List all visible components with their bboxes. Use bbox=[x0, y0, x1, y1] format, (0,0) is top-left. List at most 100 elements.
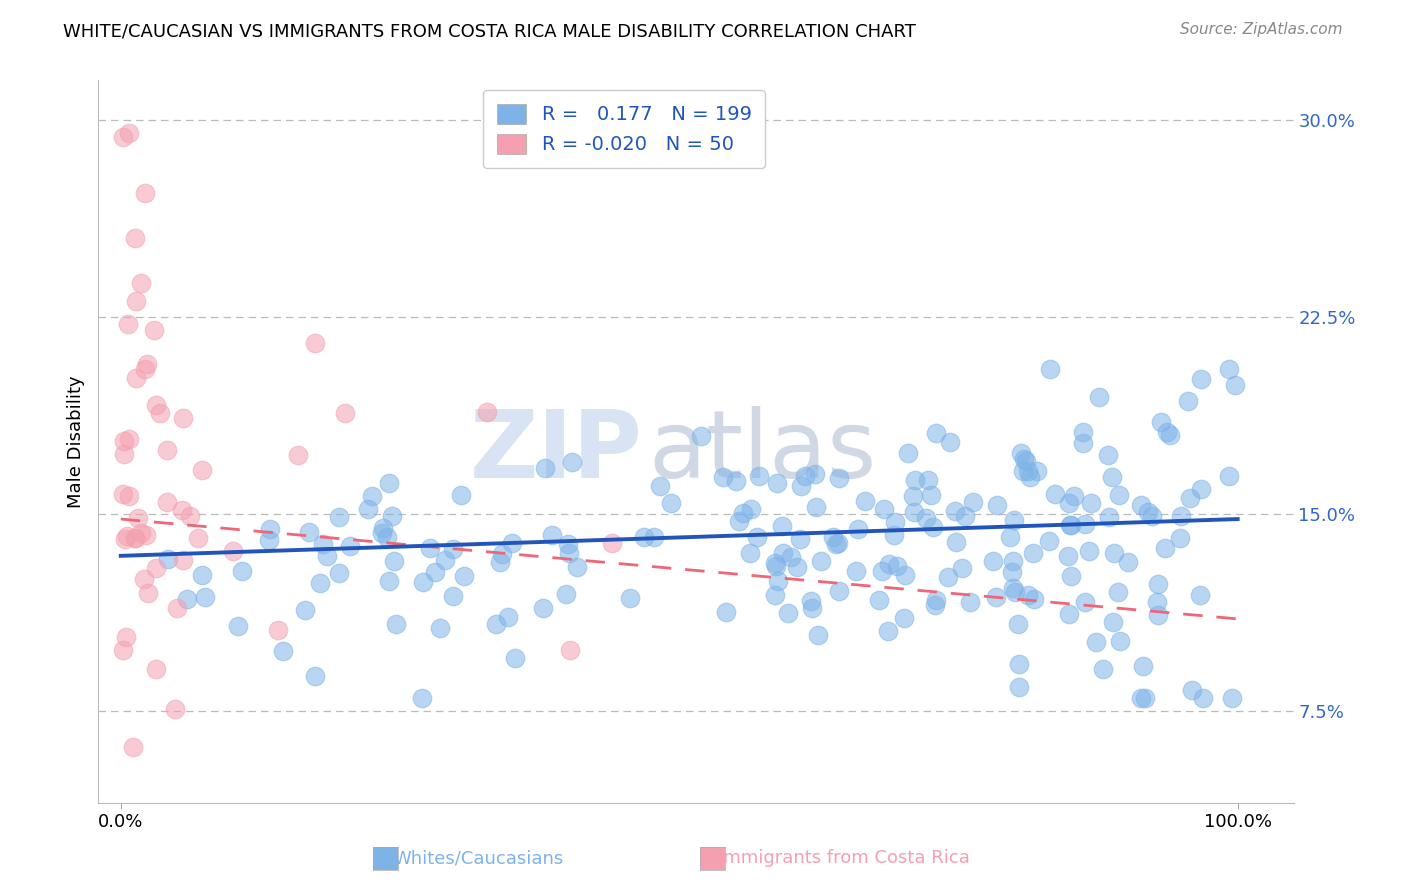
Point bbox=[986, 590, 1008, 604]
Point bbox=[361, 489, 384, 503]
Point bbox=[339, 540, 361, 554]
Point bbox=[294, 603, 316, 617]
Point bbox=[122, 739, 145, 754]
Point bbox=[118, 432, 141, 446]
Point bbox=[1108, 488, 1130, 502]
Point bbox=[846, 522, 869, 536]
Point bbox=[845, 564, 868, 578]
Point bbox=[904, 473, 927, 487]
Point bbox=[132, 572, 155, 586]
Point bbox=[419, 541, 441, 556]
Point bbox=[828, 583, 851, 598]
Point bbox=[877, 624, 900, 638]
Point bbox=[1011, 464, 1033, 478]
Point bbox=[172, 553, 194, 567]
Point bbox=[315, 549, 337, 563]
Point bbox=[953, 509, 976, 524]
Point bbox=[1146, 595, 1168, 609]
Point bbox=[1017, 464, 1039, 478]
Point bbox=[111, 487, 134, 501]
Point bbox=[287, 449, 309, 463]
Point bbox=[1001, 566, 1024, 580]
Point bbox=[1080, 496, 1102, 510]
Point bbox=[176, 592, 198, 607]
Point bbox=[1039, 362, 1062, 376]
Point bbox=[156, 442, 179, 457]
Point bbox=[903, 505, 925, 519]
Point bbox=[429, 621, 451, 635]
Point bbox=[786, 560, 808, 574]
Point bbox=[1038, 534, 1060, 549]
Point bbox=[924, 593, 946, 607]
Point bbox=[328, 566, 350, 580]
Point bbox=[124, 532, 146, 546]
Point bbox=[1001, 581, 1024, 595]
Point bbox=[496, 609, 519, 624]
Point bbox=[156, 552, 179, 566]
Point bbox=[434, 553, 457, 567]
Point bbox=[877, 557, 900, 571]
Point bbox=[1060, 568, 1083, 582]
Point bbox=[853, 494, 876, 508]
Point bbox=[1010, 446, 1032, 460]
Point bbox=[924, 598, 946, 612]
Point bbox=[804, 467, 827, 482]
Point bbox=[1043, 487, 1066, 501]
Point bbox=[738, 546, 761, 560]
Point bbox=[378, 476, 401, 491]
Point bbox=[304, 669, 326, 683]
Point bbox=[560, 643, 582, 657]
Point bbox=[659, 495, 682, 509]
Point bbox=[441, 542, 464, 557]
Point bbox=[115, 630, 138, 644]
Point bbox=[1101, 615, 1123, 630]
Point bbox=[1008, 680, 1031, 694]
Point bbox=[1056, 549, 1078, 563]
Point bbox=[1177, 394, 1199, 409]
Point bbox=[986, 498, 1008, 512]
Point bbox=[450, 488, 472, 502]
Point bbox=[1007, 616, 1029, 631]
Point bbox=[298, 524, 321, 539]
Y-axis label: Male Disability: Male Disability bbox=[66, 376, 84, 508]
Point bbox=[870, 565, 893, 579]
Point bbox=[333, 407, 356, 421]
Point bbox=[922, 520, 945, 534]
Point bbox=[135, 358, 157, 372]
Point bbox=[271, 644, 294, 658]
Point bbox=[304, 335, 326, 350]
Text: ZIP: ZIP bbox=[470, 407, 643, 499]
Point bbox=[600, 536, 623, 550]
Point bbox=[917, 473, 939, 487]
Point bbox=[382, 554, 405, 568]
Point bbox=[1060, 518, 1083, 533]
Point bbox=[118, 489, 141, 503]
Point bbox=[453, 569, 475, 583]
Point bbox=[371, 525, 394, 540]
Point bbox=[1012, 452, 1035, 467]
Point bbox=[827, 471, 849, 485]
Point bbox=[166, 601, 188, 615]
Point bbox=[328, 509, 350, 524]
Point bbox=[1022, 592, 1045, 607]
Point bbox=[145, 561, 167, 575]
Point bbox=[165, 702, 187, 716]
Point bbox=[373, 521, 395, 535]
Point bbox=[1108, 634, 1130, 648]
Point bbox=[950, 561, 973, 575]
Point bbox=[1071, 436, 1094, 450]
Point bbox=[145, 662, 167, 676]
Point bbox=[375, 530, 398, 544]
Point bbox=[257, 533, 280, 547]
Point bbox=[807, 627, 830, 641]
Point bbox=[117, 529, 139, 543]
Point bbox=[1000, 531, 1022, 545]
Point bbox=[1002, 554, 1025, 568]
Point bbox=[385, 617, 408, 632]
Point bbox=[558, 546, 581, 560]
Point bbox=[503, 650, 526, 665]
Point bbox=[190, 463, 212, 477]
Point bbox=[1063, 489, 1085, 503]
Point bbox=[1084, 634, 1107, 648]
Point bbox=[145, 399, 167, 413]
